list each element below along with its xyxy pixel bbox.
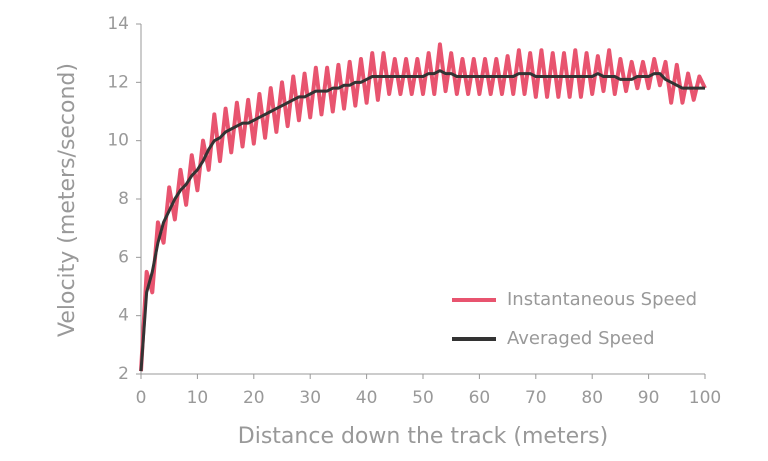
x-tick-label: 0 <box>136 388 147 408</box>
series-line <box>139 69 705 372</box>
x-tick-label: 30 <box>299 388 321 408</box>
x-axis-label: Distance down the track (meters) <box>238 424 608 449</box>
x-tick-label: 100 <box>689 388 721 408</box>
x-tick-label: 50 <box>412 388 434 408</box>
x-tick-label: 10 <box>187 388 209 408</box>
y-tick-label: 10 <box>107 131 129 151</box>
legend-label: Averaged Speed <box>507 328 655 349</box>
y-tick-label: 14 <box>107 14 129 34</box>
x-tick-label: 40 <box>356 388 378 408</box>
series-line <box>139 42 707 372</box>
x-tick-label: 70 <box>525 388 547 408</box>
legend-label: Instantaneous Speed <box>507 289 697 310</box>
y-axis-label: Velocity (meters/second) <box>55 63 80 337</box>
y-tick-label: 4 <box>118 306 129 326</box>
y-tick-label: 12 <box>107 72 129 92</box>
x-tick-label: 90 <box>638 388 660 408</box>
x-tick-label: 20 <box>243 388 265 408</box>
y-tick-label: 8 <box>118 189 129 209</box>
x-tick-label: 60 <box>469 388 491 408</box>
y-tick-label: 2 <box>118 364 129 384</box>
y-tick-label: 6 <box>118 247 129 267</box>
x-tick-label: 80 <box>581 388 603 408</box>
